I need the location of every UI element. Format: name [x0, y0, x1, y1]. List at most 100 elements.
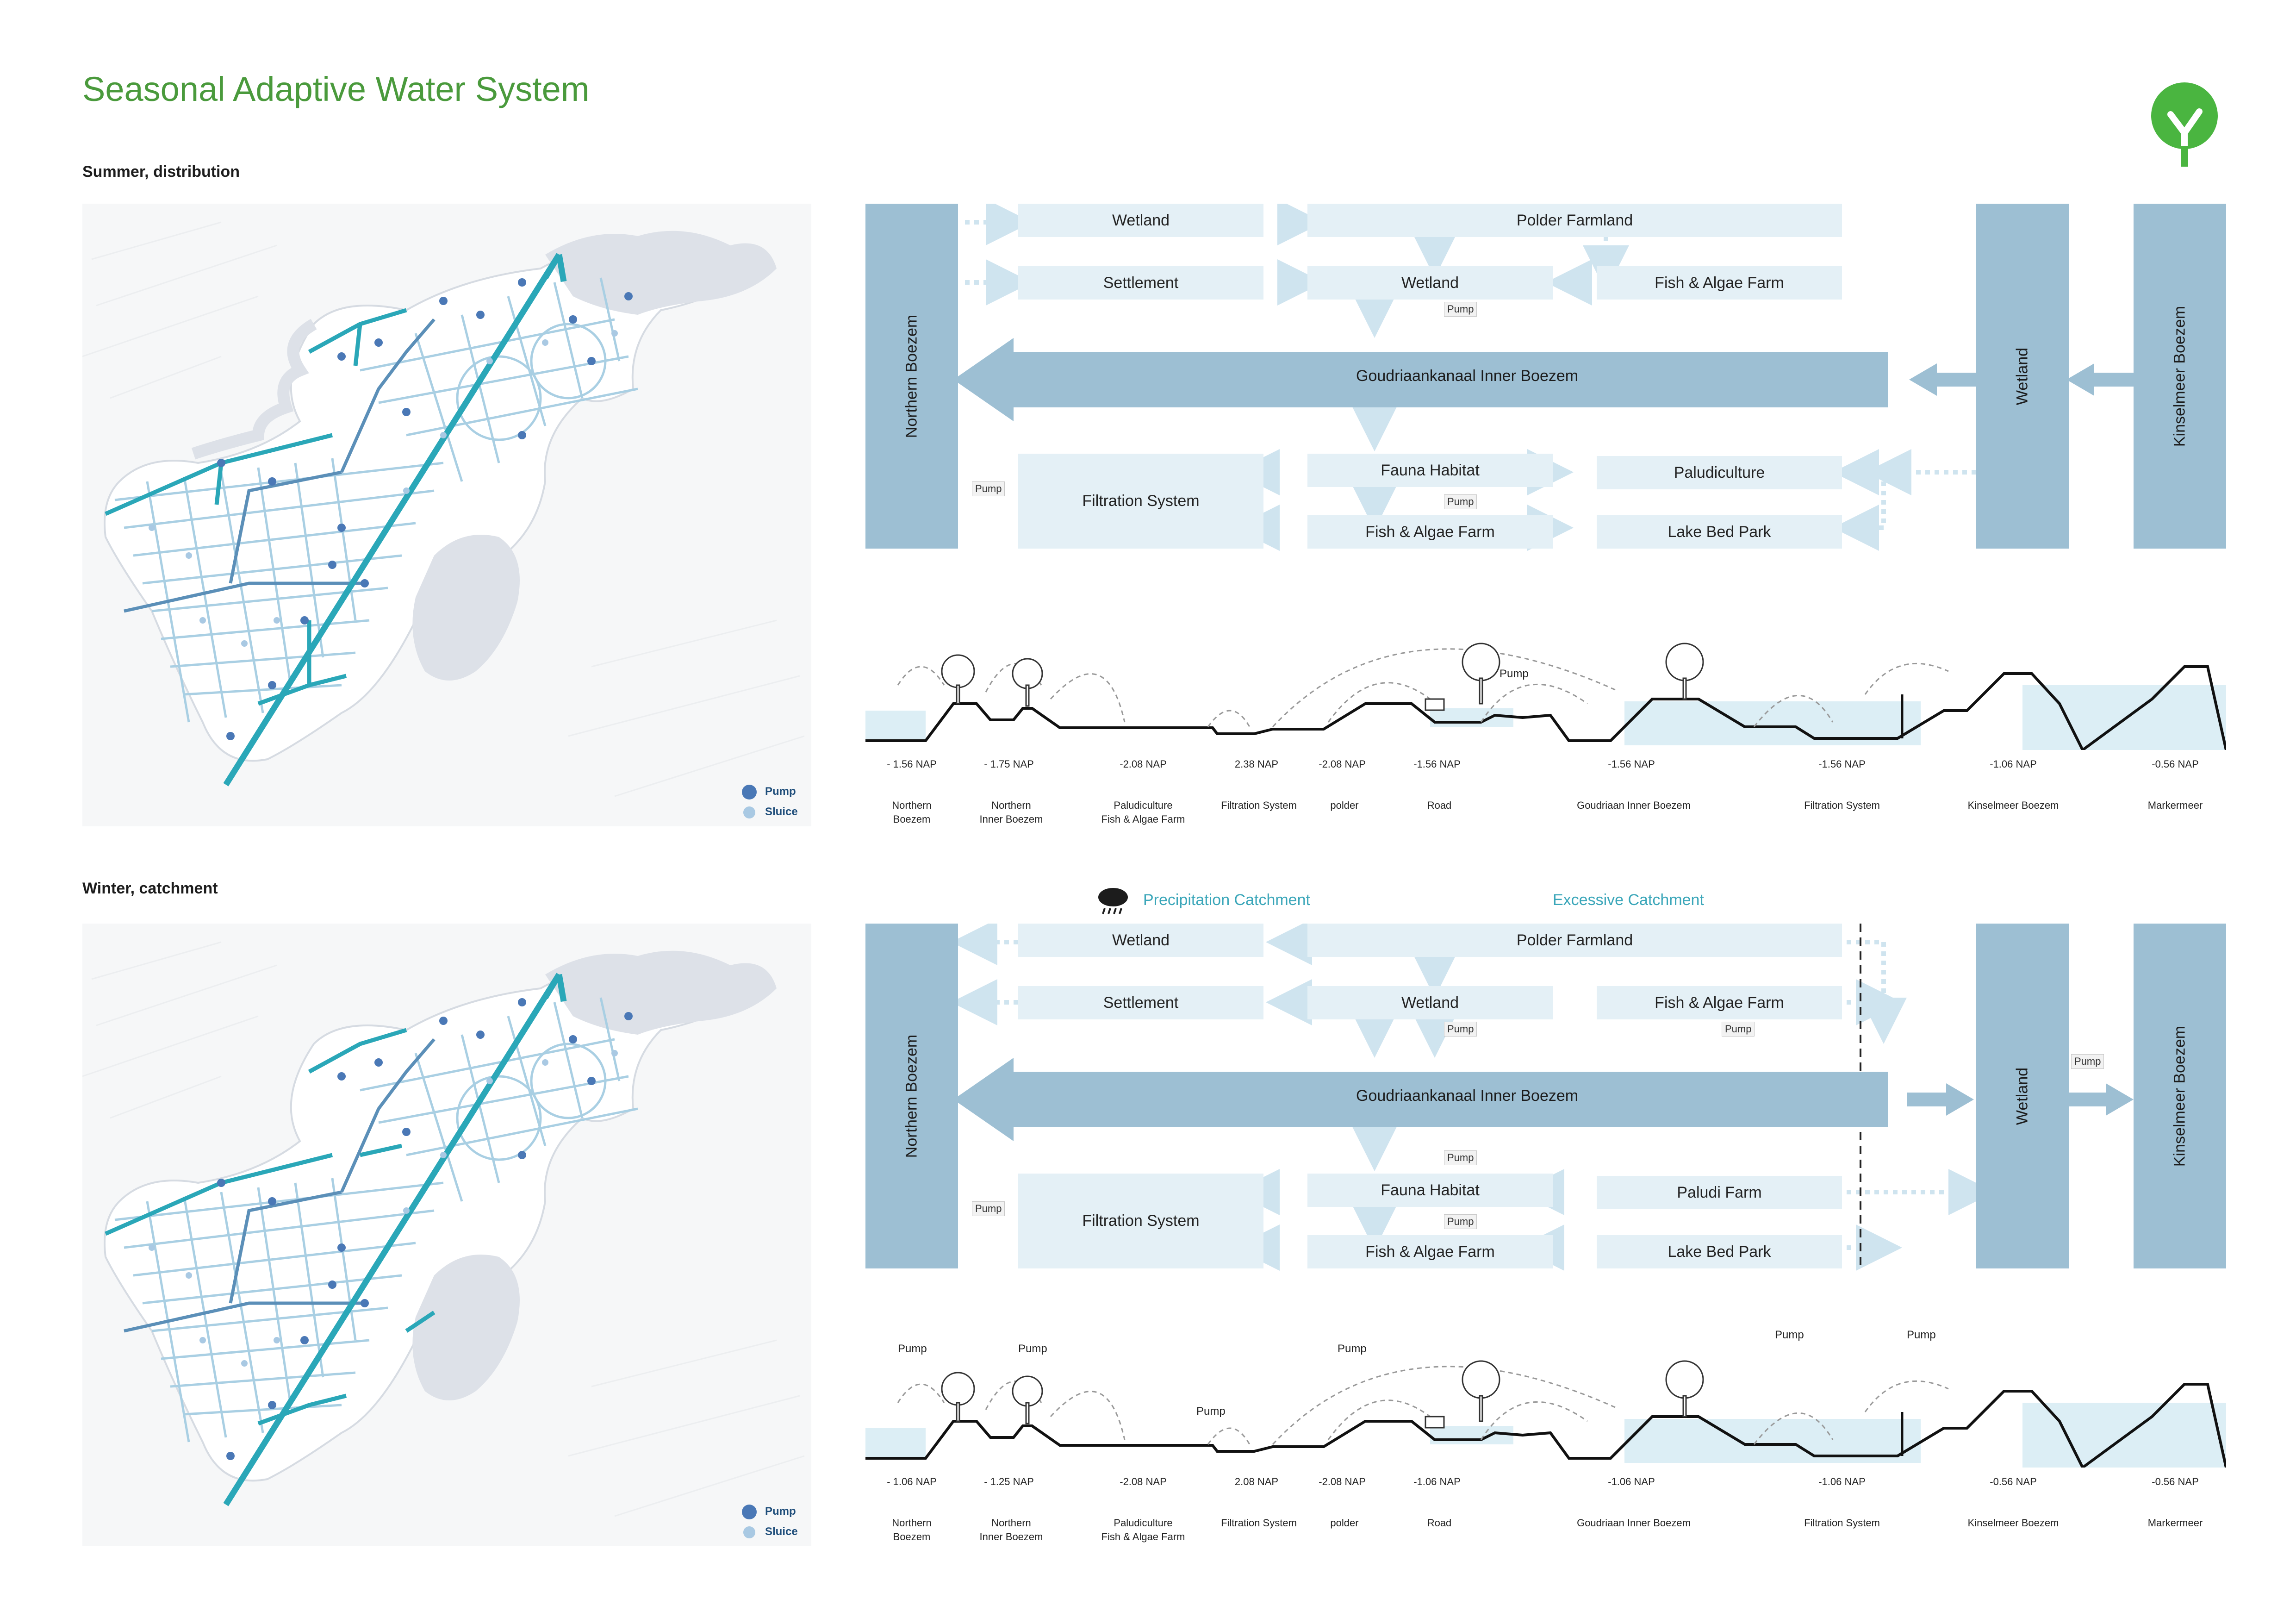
wetland-mid-box: Wetland — [1307, 266, 1553, 300]
summer-heading: Summer, distribution — [82, 163, 240, 181]
lake-bed-park-box: Lake Bed Park — [1597, 1235, 1842, 1268]
zone-label: Filtration System — [1221, 1517, 1297, 1529]
zone-label: Northern Boezem — [892, 1517, 932, 1543]
winter-map: Pump Sluice — [82, 924, 811, 1546]
nap-level: -0.56 NAP — [2152, 1476, 2199, 1487]
section-pump-label: Pump — [1500, 668, 1529, 680]
zone-label: Kinselmeer Boezem — [1967, 1517, 2059, 1529]
nap-level: - 1.56 NAP — [887, 758, 937, 770]
nap-level: - 1.06 NAP — [887, 1476, 937, 1487]
zone-label: Filtration System — [1221, 800, 1297, 811]
wetland-block: Wetland — [1976, 924, 2069, 1268]
paludi-farm-box: Paludi Farm — [1597, 1176, 1842, 1209]
zone-label: Paludiculture Fish & Algae Farm — [1101, 800, 1185, 825]
nap-level: - 1.25 NAP — [984, 1476, 1034, 1487]
zone-label: Road — [1427, 800, 1452, 811]
sluice-legend-dot — [743, 806, 755, 818]
sluice-legend-label: Sluice — [765, 1525, 798, 1538]
nap-level: -2.08 NAP — [1120, 1476, 1167, 1487]
nap-level: -0.56 NAP — [1990, 1476, 2037, 1487]
zone-label: Northern Boezem — [892, 800, 932, 825]
pump-tag: Pump — [972, 1201, 1005, 1216]
zone-label: polder — [1330, 1517, 1359, 1529]
pump-tag: Pump — [1444, 1150, 1477, 1165]
pump-tag: Pump — [972, 481, 1005, 496]
pump-tag: Pump — [1444, 302, 1477, 317]
northern-boezem-block: Northern Boezem — [865, 924, 958, 1268]
zone-label: Northern Inner Boezem — [979, 1517, 1043, 1543]
main-canal-label: Goudriaankanaal Inner Boezem — [1356, 367, 1579, 385]
fish-algae-bottom-box: Fish & Algae Farm — [1307, 1235, 1553, 1268]
section-pump-label: Pump — [1775, 1329, 1804, 1341]
nap-level: -2.08 NAP — [1120, 758, 1167, 770]
nap-level: -1.06 NAP — [1608, 1476, 1655, 1487]
main-canal-arrow — [953, 1058, 2134, 1141]
nap-level: 2.08 NAP — [1234, 1476, 1279, 1487]
paludiculture-box: Paludiculture — [1597, 456, 1842, 489]
northern-boezem-label: Northern Boezem — [902, 314, 921, 438]
section-pump-label: Pump — [1018, 1343, 1047, 1355]
section-pump-label: Pump — [1907, 1329, 1936, 1341]
nap-level: - 1.75 NAP — [984, 758, 1034, 770]
settlement-box: Settlement — [1018, 986, 1263, 1019]
fauna-habitat-box: Fauna Habitat — [1307, 1174, 1553, 1207]
nap-level: -1.56 NAP — [1608, 758, 1655, 770]
pump-legend-dot — [742, 1505, 757, 1519]
polder-farmland-box: Polder Farmland — [1307, 204, 1842, 237]
nap-level: 2.38 NAP — [1234, 758, 1279, 770]
nap-level: -1.06 NAP — [1818, 1476, 1866, 1487]
zone-label: Filtration System — [1804, 1517, 1880, 1529]
zone-label: Paludiculture Fish & Algae Farm — [1101, 1517, 1185, 1543]
fish-algae-bottom-box: Fish & Algae Farm — [1307, 515, 1553, 549]
northern-boezem-label: Northern Boezem — [902, 1034, 921, 1158]
nap-level: -0.56 NAP — [2152, 758, 2199, 770]
precipitation-catchment-label: Precipitation Catchment — [1143, 891, 1310, 909]
section-pump-label: Pump — [898, 1343, 927, 1355]
northern-boezem-block: Northern Boezem — [865, 204, 958, 549]
wetland-top-box: Wetland — [1018, 924, 1263, 957]
fauna-habitat-box: Fauna Habitat — [1307, 454, 1553, 487]
nap-level: -1.56 NAP — [1413, 758, 1461, 770]
zone-label: Markermeer — [2147, 1517, 2203, 1529]
sluice-legend-label: Sluice — [765, 806, 798, 818]
tree-icon — [2147, 81, 2221, 168]
wetland-mid-box: Wetland — [1307, 986, 1553, 1019]
pump-tag: Pump — [2071, 1054, 2104, 1069]
sluice-legend-dot — [743, 1526, 755, 1538]
nap-level: -1.06 NAP — [1990, 758, 2037, 770]
zone-label: Goudriaan Inner Boezem — [1577, 800, 1691, 811]
zone-label: Goudriaan Inner Boezem — [1577, 1517, 1691, 1529]
main-canal-label: Goudriaankanaal Inner Boezem — [1356, 1087, 1579, 1105]
fish-algae-top-box: Fish & Algae Farm — [1597, 266, 1842, 300]
kinselmeer-boezem-label: Kinselmeer Boezem — [2171, 306, 2189, 447]
zone-label: Filtration System — [1804, 800, 1880, 811]
kinselmeer-boezem-block: Kinselmeer Boezem — [2134, 204, 2226, 549]
pump-tag: Pump — [1722, 1022, 1755, 1037]
settlement-box: Settlement — [1018, 266, 1263, 300]
zone-label: Markermeer — [2147, 800, 2203, 811]
filtration-box: Filtration System — [1018, 454, 1263, 549]
rain-cloud-icon — [1095, 884, 1132, 917]
main-canal-arrow — [953, 338, 2134, 421]
pump-legend-label: Pump — [765, 785, 796, 798]
section-pump-label: Pump — [1338, 1343, 1367, 1355]
pump-tag: Pump — [1444, 1214, 1477, 1229]
nap-level: -2.08 NAP — [1319, 1476, 1366, 1487]
pump-tag: Pump — [1444, 1022, 1477, 1037]
summer-flow-diagram: Northern Boezem Wetland Kinselmeer Boeze… — [865, 204, 2226, 556]
lake-bed-park-box: Lake Bed Park — [1597, 515, 1842, 549]
wetland-block: Wetland — [1976, 204, 2069, 549]
zone-label: Northern Inner Boezem — [979, 800, 1043, 825]
excessive-catchment-label: Excessive Catchment — [1553, 891, 1704, 909]
pump-legend-label: Pump — [765, 1505, 796, 1518]
winter-flow-diagram: Northern Boezem Wetland Kinselmeer Boeze… — [865, 924, 2226, 1275]
fish-algae-top-box: Fish & Algae Farm — [1597, 986, 1842, 1019]
nap-level: -1.56 NAP — [1818, 758, 1866, 770]
zone-label: Road — [1427, 1517, 1452, 1529]
zone-label: polder — [1330, 800, 1359, 811]
pump-tag: Pump — [1444, 494, 1477, 509]
winter-cross-section: Pump Pump Pump Pump Pump Pump - 1.06 NAP… — [865, 1329, 2226, 1551]
nap-level: -2.08 NAP — [1319, 758, 1366, 770]
kinselmeer-boezem-block: Kinselmeer Boezem — [2134, 924, 2226, 1268]
summer-map: Pump Sluice — [82, 204, 811, 826]
